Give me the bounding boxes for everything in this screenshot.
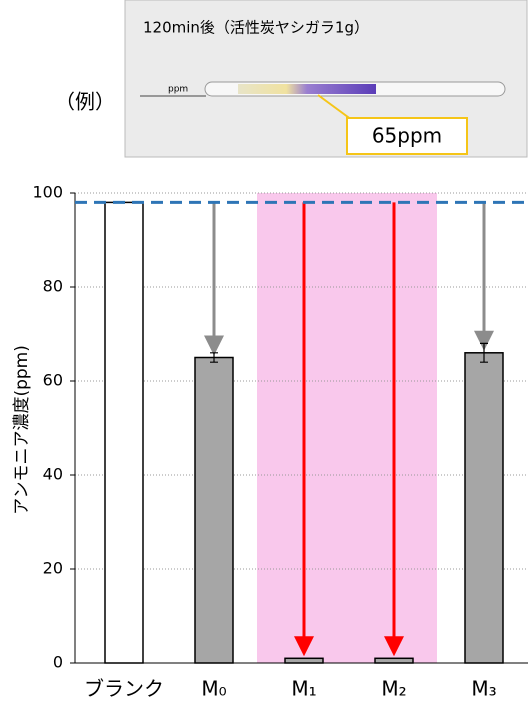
y-tick-label: 80 xyxy=(43,277,63,296)
photo-inset: 120min後（活性炭ヤシガラ1g） ppm 65ppm xyxy=(125,0,527,157)
y-tick-label: 40 xyxy=(43,465,63,484)
scale-text: ppm xyxy=(168,85,188,95)
y-tick-label: 0 xyxy=(53,653,63,672)
bar xyxy=(285,658,323,663)
example-label: （例） xyxy=(55,90,115,114)
bar xyxy=(375,658,413,663)
y-tick-label: 100 xyxy=(32,183,63,202)
x-tick-label: M₁ xyxy=(291,677,316,701)
highlight-band xyxy=(257,193,437,663)
bar xyxy=(105,202,143,663)
bar xyxy=(195,358,233,664)
page: 120min後（活性炭ヤシガラ1g） ppm 65ppm （例） アンモニア濃度… xyxy=(0,0,528,710)
x-tick-label: M₂ xyxy=(381,677,406,701)
y-axis-label: アンモニア濃度(ppm) xyxy=(12,345,32,515)
y-tick-label: 20 xyxy=(43,559,63,578)
bar xyxy=(465,353,503,663)
x-tick-label: M₀ xyxy=(201,677,226,701)
photo-caption: 120min後（活性炭ヤシガラ1g） xyxy=(143,19,369,37)
x-tick-label: M₃ xyxy=(471,677,496,701)
y-tick-label: 60 xyxy=(43,371,63,390)
chart: 120min後（活性炭ヤシガラ1g） ppm 65ppm （例） アンモニア濃度… xyxy=(0,0,528,710)
tube-reagent xyxy=(238,84,376,94)
x-tick-label: ブランク xyxy=(84,677,164,701)
callout-text: 65ppm xyxy=(372,124,442,148)
